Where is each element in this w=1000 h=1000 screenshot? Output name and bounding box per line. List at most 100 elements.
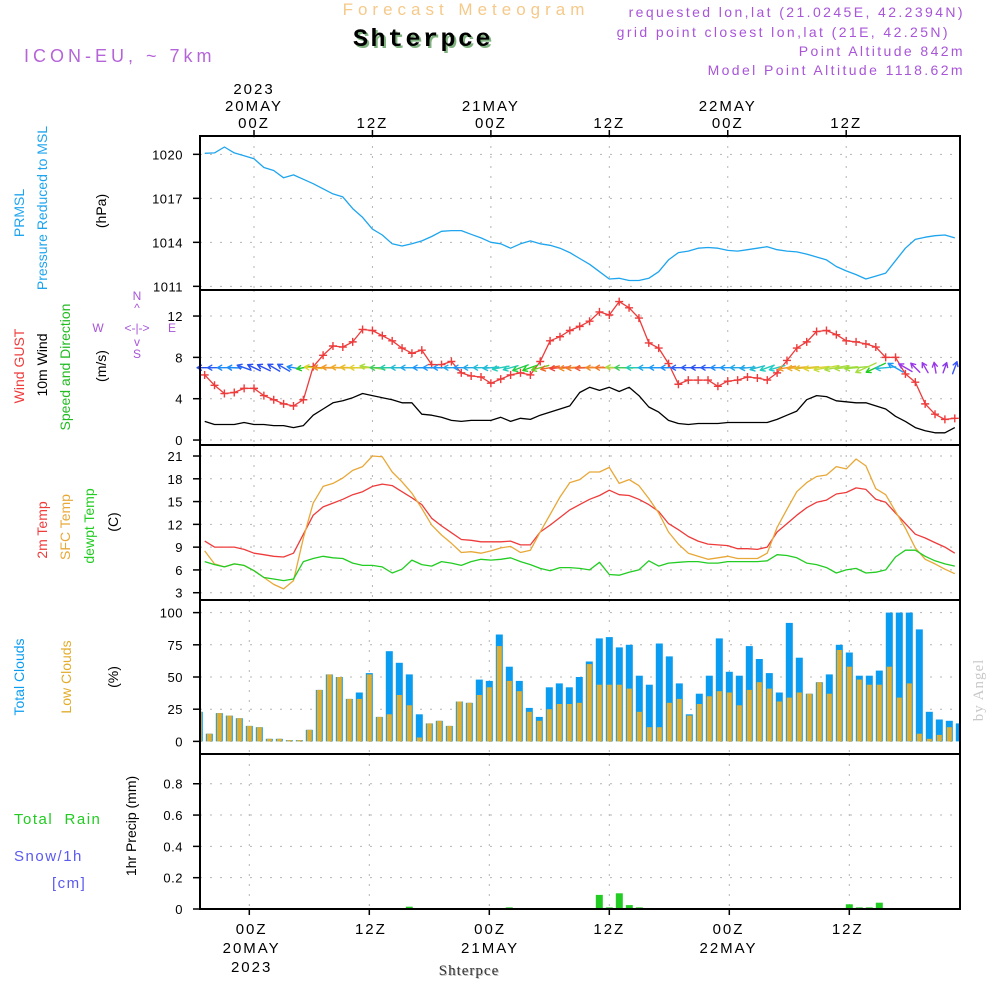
wind-gust-marker: [871, 343, 880, 352]
low-clouds-bar: [836, 650, 842, 742]
wind-direction-arrow: [267, 363, 281, 372]
low-clouds-bar: [716, 691, 722, 742]
wind-gust-marker: [358, 325, 367, 334]
wind-gust-marker: [319, 351, 328, 360]
low-clouds-bar: [946, 727, 952, 742]
low-clouds-bar: [386, 714, 392, 742]
bottom-time-label: 12Z: [355, 921, 387, 938]
total-clouds-bar: [895, 612, 903, 742]
compass-west: W: [92, 321, 104, 335]
low-clouds-bar: [456, 701, 462, 742]
precip-y-tick-label: 0.8: [163, 777, 183, 792]
wind-gust-marker: [792, 344, 801, 353]
pressure-long-label: Pressure Reduced to MSL: [34, 126, 50, 290]
total-rain-bar: [875, 902, 883, 909]
wind-gust-marker: [753, 374, 762, 383]
low-clouds-bar: [646, 727, 652, 742]
low-clouds-bar: [366, 674, 372, 742]
total-clouds-bar: [415, 714, 423, 742]
low-clouds-bar: [756, 682, 762, 742]
wind-gust-marker: [378, 331, 387, 340]
wind-gust-marker: [911, 378, 920, 387]
wind-gust-marker: [585, 317, 594, 326]
chart-title: Forecast Meteogram: [343, 0, 590, 19]
wind-10m-label: 10m Wind: [34, 333, 50, 396]
top-time-label: 20MAY: [225, 98, 283, 115]
wind-direction-arrow: [512, 364, 529, 373]
top-time-label: 00Z: [712, 115, 744, 132]
wind-gust-marker: [595, 307, 604, 316]
wind-unit-label: (m/s): [93, 350, 109, 382]
wind-gust-marker: [842, 336, 851, 345]
low-clouds-bar: [616, 684, 622, 742]
wind-gust-marker: [773, 368, 782, 377]
wind-gust-marker: [694, 376, 703, 385]
low-clouds-bar: [246, 725, 252, 742]
total-clouds-bar: [935, 719, 943, 742]
temp-y-tick-label: 9: [175, 540, 183, 555]
low-clouds-bar: [566, 704, 572, 742]
low-clouds-bar: [636, 711, 642, 742]
wind-gust-marker: [812, 327, 821, 336]
low-clouds-bar: [306, 729, 312, 742]
low-clouds-bar: [626, 688, 632, 742]
low-clouds-bar: [776, 701, 782, 742]
low-clouds-bar: [936, 734, 942, 742]
compass-east: E: [168, 321, 176, 335]
top-time-label: 00Z: [475, 115, 507, 132]
low-clouds-bar: [316, 689, 322, 742]
compass-legend: N ^ W <-|-> E v S: [92, 289, 176, 361]
total-clouds-bar: [645, 684, 653, 742]
wind-gust-marker: [743, 373, 752, 382]
footer: Shterpce Shterpce by Angel: [439, 659, 987, 980]
total-clouds-bar: [905, 612, 913, 742]
compass-cross-arrows: <-|->: [124, 321, 149, 335]
low-clouds-bar: [466, 702, 472, 742]
compass-up-arrow: ^: [134, 301, 140, 315]
wind-direction-arrow: [759, 364, 775, 372]
wind-speed-direction-label: Speed and Direction: [57, 304, 73, 431]
wind-direction-arrow: [875, 365, 897, 372]
wind-y-tick-label: 4: [175, 392, 183, 407]
low-clouds-bar: [436, 720, 442, 742]
total-clouds-bar: [665, 656, 673, 742]
low-clouds-bar: [376, 716, 382, 742]
compass-south: S: [133, 347, 141, 361]
wind-gust-marker: [467, 371, 476, 380]
wind-gust-marker: [210, 381, 219, 390]
clouds-y-tick-label: 100: [160, 606, 183, 621]
low-clouds-bar: [536, 720, 542, 742]
wind-y-tick-label: 12: [168, 309, 183, 324]
bottom-time-label: 22MAY: [699, 940, 757, 957]
snow-unit-label: [cm]: [52, 875, 86, 892]
marks-layer: [196, 146, 960, 909]
top-time-label: 12Z: [357, 115, 389, 132]
low-clouds-bar: [496, 646, 502, 742]
low-clouds-bar: [766, 688, 772, 742]
low-clouds-bar: [486, 687, 492, 742]
temp-y-tick-label: 6: [175, 563, 183, 578]
wind-gust-marker: [763, 376, 772, 385]
wind-gust-marker: [269, 395, 278, 404]
requested-coords: requested lon,lat (21.0245E, 42.2394N): [629, 4, 965, 20]
temp-y-tick-label: 3: [175, 586, 183, 601]
top-time-label: 12Z: [593, 115, 625, 132]
total-clouds-bar: [955, 723, 960, 742]
clouds-y-tick-label: 75: [168, 638, 183, 653]
wind-gust-marker: [901, 369, 910, 378]
wind-gust-marker: [555, 332, 564, 341]
low-clouds-bar: [686, 715, 692, 742]
wind-direction-arrow: [921, 362, 929, 374]
grid-point-coords: grid point closest lon,lat (21E, 42.25N): [617, 24, 950, 40]
temp-y-tick-label: 12: [168, 517, 183, 532]
low-clouds-bar: [506, 680, 512, 742]
wind-gust-marker: [546, 336, 555, 345]
wind-direction-arrow: [236, 363, 252, 371]
wind-gust-marker: [486, 379, 495, 388]
axis-text-layer: 1011101410171020048123691215182102550751…: [152, 81, 862, 976]
precip-axis-label: 1hr Precip (mm): [123, 776, 139, 876]
wind-direction-arrow: [855, 362, 877, 374]
prmsl-label: PRMSL: [11, 189, 27, 237]
precip-y-tick-label: 0.2: [163, 871, 183, 886]
top-time-label: 00Z: [238, 115, 270, 132]
